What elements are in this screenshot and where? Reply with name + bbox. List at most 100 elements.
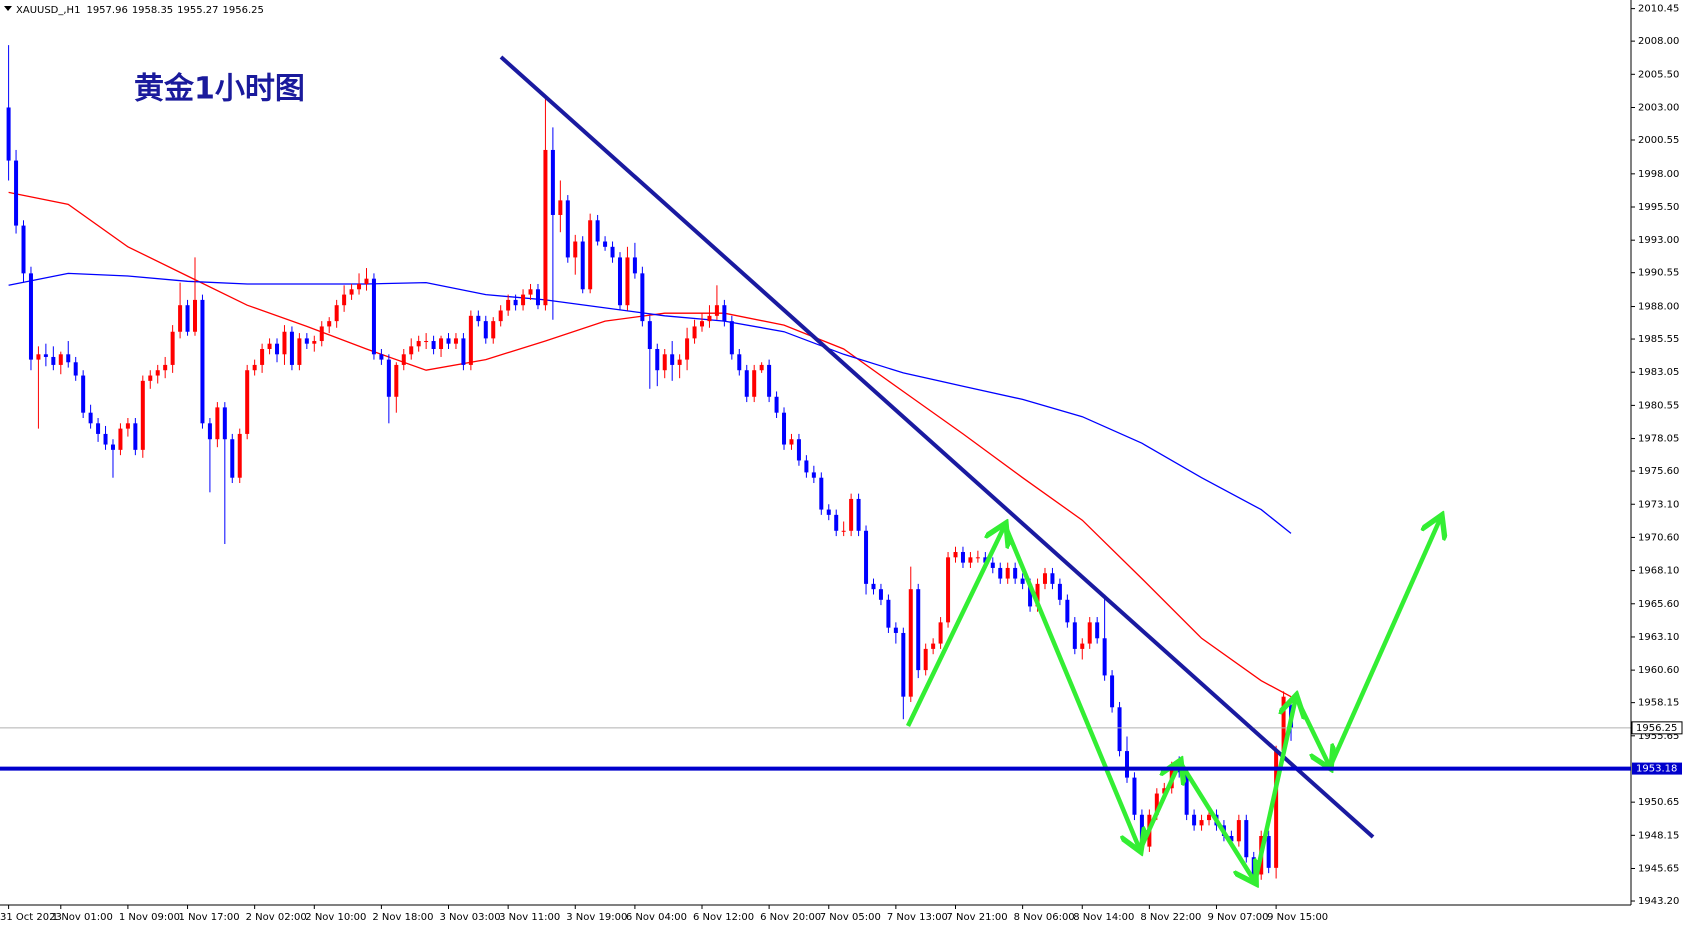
candle-body bbox=[752, 370, 757, 397]
arrow bbox=[1252, 697, 1296, 883]
candle-body bbox=[252, 364, 257, 371]
candle-body bbox=[14, 160, 19, 226]
candle-body bbox=[871, 583, 876, 590]
candle-body bbox=[304, 338, 309, 344]
y-tick-label: 1943.20 bbox=[1638, 896, 1679, 907]
candle-body bbox=[215, 407, 220, 440]
y-tick-label: 1958.15 bbox=[1638, 698, 1679, 709]
candle-body bbox=[1072, 622, 1077, 649]
candle-body bbox=[394, 364, 399, 397]
candle-body bbox=[1035, 583, 1040, 607]
candle-body bbox=[349, 289, 354, 295]
y-tick-label: 1963.10 bbox=[1638, 632, 1679, 643]
candle-body bbox=[237, 433, 242, 478]
candle-body bbox=[1229, 835, 1234, 842]
candle-body bbox=[923, 648, 928, 671]
candle-body bbox=[319, 326, 324, 342]
y-tick-label: 1995.50 bbox=[1638, 202, 1679, 213]
candle-body bbox=[81, 375, 86, 413]
candle-body bbox=[535, 289, 540, 306]
candle-body bbox=[580, 241, 585, 290]
candle-body bbox=[468, 315, 473, 365]
candle-body bbox=[983, 557, 988, 563]
y-tick-label: 1993.00 bbox=[1638, 235, 1679, 246]
x-tick-label: 3 Nov 03:00 bbox=[440, 912, 501, 923]
candle-body bbox=[603, 241, 608, 247]
y-tick-label: 1975.60 bbox=[1638, 466, 1679, 477]
candle-body bbox=[36, 354, 41, 360]
arrow bbox=[1293, 696, 1330, 767]
x-tick-label: 8 Nov 14:00 bbox=[1073, 912, 1134, 923]
candle-body bbox=[975, 557, 980, 559]
x-tick-label: 7 Nov 05:00 bbox=[820, 912, 881, 923]
candle-body bbox=[662, 354, 667, 371]
candle-body bbox=[103, 433, 108, 445]
y-tick-label: 2008.00 bbox=[1638, 36, 1679, 47]
candle-body bbox=[759, 364, 764, 371]
y-tick-label: 1970.60 bbox=[1638, 532, 1679, 543]
candle-body bbox=[379, 354, 384, 360]
candle-body bbox=[953, 552, 958, 558]
x-tick-label: 3 Nov 11:00 bbox=[499, 912, 560, 923]
candle-body bbox=[744, 370, 749, 397]
candle-body bbox=[312, 341, 317, 344]
candle-body bbox=[207, 423, 212, 440]
high: 1958.35 bbox=[132, 5, 173, 16]
menu-triangle[interactable] bbox=[4, 6, 12, 11]
candle-body bbox=[297, 338, 302, 365]
candle-body bbox=[1095, 622, 1100, 639]
y-tick-label: 1948.15 bbox=[1638, 830, 1679, 841]
candle-body bbox=[282, 331, 287, 355]
x-tick-label: 7 Nov 13:00 bbox=[887, 912, 948, 923]
candle-body bbox=[1132, 777, 1137, 815]
candle-body bbox=[864, 530, 869, 584]
y-tick-label: 1950.65 bbox=[1638, 797, 1679, 808]
y-tick-label: 1988.00 bbox=[1638, 302, 1679, 313]
candle-body bbox=[960, 552, 965, 563]
candle-body bbox=[110, 444, 115, 450]
candle-body bbox=[453, 338, 458, 344]
y-tick-label: 1990.55 bbox=[1638, 268, 1679, 279]
candle-body bbox=[558, 200, 563, 215]
candle-body bbox=[1274, 751, 1279, 868]
y-tick-label: 2000.55 bbox=[1638, 135, 1679, 146]
level-label: 1953.18 bbox=[1636, 764, 1677, 775]
candle-body bbox=[6, 107, 11, 161]
header: XAUUSD_,H1 1957.96 1958.35 1955.27 1956.25 bbox=[16, 5, 264, 16]
open: 1957.96 bbox=[86, 5, 127, 16]
candle-body bbox=[826, 509, 831, 515]
x-tick-label: 9 Nov 15:00 bbox=[1267, 912, 1328, 923]
candle-body bbox=[946, 557, 951, 623]
candle-body bbox=[230, 439, 235, 478]
x-tick-label: 2 Nov 02:00 bbox=[246, 912, 307, 923]
candle-body bbox=[931, 643, 936, 649]
candle-body bbox=[617, 257, 622, 306]
candle-body bbox=[371, 278, 376, 355]
candle-body bbox=[334, 305, 339, 322]
candle-body bbox=[446, 338, 451, 344]
candle-body bbox=[938, 622, 943, 644]
candle-body bbox=[714, 305, 719, 316]
candle-body bbox=[506, 299, 511, 311]
candle-body bbox=[245, 370, 250, 434]
x-tick-label: 6 Nov 12:00 bbox=[693, 912, 754, 923]
candle-body bbox=[200, 299, 205, 424]
y-tick-label: 1978.05 bbox=[1638, 434, 1679, 445]
candle-body bbox=[118, 428, 123, 450]
bid-label-box bbox=[1631, 721, 1683, 735]
candle-body bbox=[1020, 578, 1025, 584]
candle-body bbox=[1102, 638, 1107, 676]
candle-body bbox=[647, 321, 652, 349]
candle-body bbox=[521, 294, 526, 306]
candle-body bbox=[289, 331, 294, 365]
candle-body bbox=[260, 348, 265, 365]
arrow bbox=[1327, 517, 1441, 768]
candle-body bbox=[178, 305, 183, 332]
x-tick-label: 9 Nov 07:00 bbox=[1207, 912, 1268, 923]
y-tick-label: 1985.55 bbox=[1638, 334, 1679, 345]
candle-body bbox=[513, 299, 518, 306]
candle-body bbox=[1162, 788, 1167, 794]
candle-body bbox=[58, 354, 63, 365]
low: 1955.27 bbox=[177, 5, 218, 16]
